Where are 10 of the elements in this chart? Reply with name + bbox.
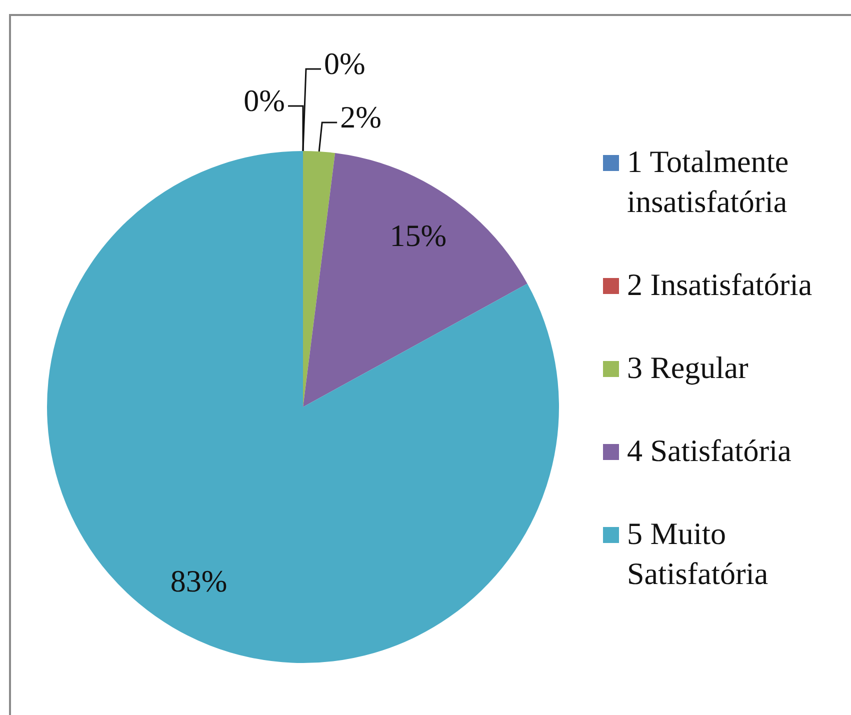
legend-label: 2 Insatisfatória (627, 266, 812, 304)
data-label: 2% (340, 100, 382, 135)
legend-label: 1 Totalmente insatisfatória (627, 143, 790, 221)
legend-label: 5 Muito Satisfatória (627, 515, 770, 593)
text: 0% (244, 83, 285, 118)
legend-label: 4 Satisfatória (627, 432, 792, 470)
data-label: 15% (390, 218, 447, 253)
legend-label: 3 Regular (627, 349, 748, 387)
data-label: 83% (170, 563, 228, 598)
text: 0% (324, 46, 366, 82)
